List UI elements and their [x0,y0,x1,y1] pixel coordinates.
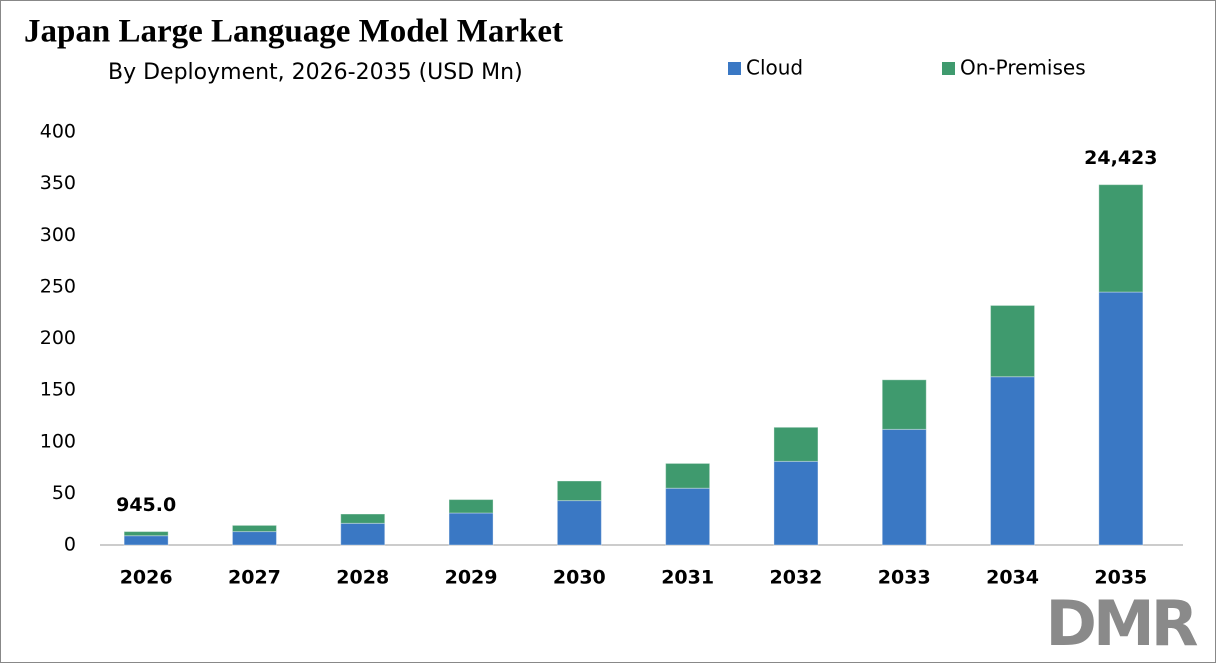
y-tick-label: 150 [40,379,76,401]
legend-label: On-Premises [960,56,1086,80]
bar-segment [340,513,386,524]
annotation: 945.0 [116,494,176,516]
bar-segment [881,428,927,546]
bar-segment [448,512,494,546]
x-tick-label: 2029 [445,567,498,589]
x-tick-label: 2031 [661,567,714,589]
y-tick-label: 300 [40,224,76,246]
y-tick-label: 200 [40,327,76,349]
bar-segment [448,499,494,514]
chart-subtitle: By Deployment, 2026-2035 (USD Mn) [108,60,523,85]
x-tick-label: 2032 [770,567,823,589]
y-tick-label: 50 [52,482,76,504]
bar-segment [990,376,1036,546]
bar-segment [123,531,169,537]
bar-segment [773,426,819,462]
y-tick-label: 400 [40,121,76,143]
legend-swatch [728,62,741,75]
x-tick-label: 2030 [553,567,606,589]
x-tick-label: 2033 [878,567,931,589]
y-tick-label: 0 [64,534,76,556]
x-tick-label: 2027 [228,567,281,589]
bar-segment [231,531,277,546]
bar-segment [1098,184,1144,293]
legend-swatch [942,62,955,75]
x-tick-label: 2034 [986,567,1039,589]
bar-segment [231,524,277,533]
legend-label: Cloud [746,56,803,80]
bar-segment [340,522,386,546]
bar-segment [773,460,819,546]
bar-segment [123,535,169,546]
bar-segment [990,304,1036,378]
bar-segment [665,487,711,546]
x-tick-label: 2026 [120,567,173,589]
annotation: 24,423 [1084,147,1157,169]
x-tick-label: 2035 [1094,567,1147,589]
y-tick-label: 250 [40,275,76,297]
bar-segment [1098,291,1144,546]
bar-segment [881,379,927,430]
x-tick-label: 2028 [336,567,389,589]
bar-segment [665,462,711,489]
y-tick-label: 350 [40,172,76,194]
logo: DMR [1046,587,1198,660]
bar-segment [556,480,602,502]
chart-title: Japan Large Language Model Market [24,14,563,50]
bar-segment [556,500,602,546]
y-tick-label: 100 [40,430,76,452]
